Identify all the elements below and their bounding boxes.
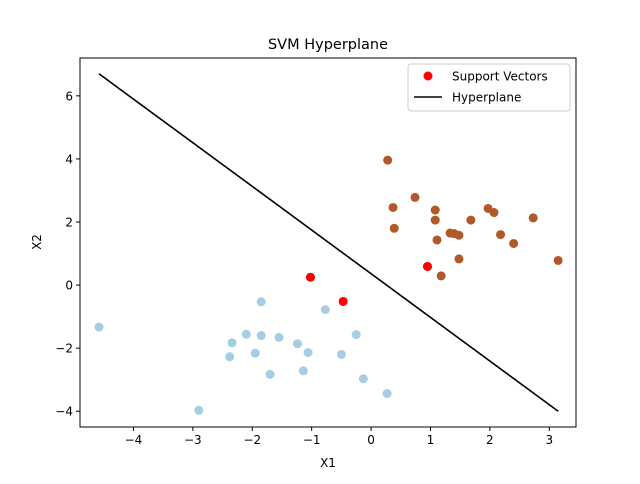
class-0-point xyxy=(298,366,308,376)
class-0-point xyxy=(241,329,251,339)
class-1-point xyxy=(410,192,420,202)
class-1-point xyxy=(436,271,446,281)
class-0-point xyxy=(265,369,275,379)
class-1-point xyxy=(509,238,519,248)
chart-title: SVM Hyperplane xyxy=(268,37,388,53)
legend-hyperplane-label: Hyperplane xyxy=(452,91,521,105)
class-0-point xyxy=(225,352,235,362)
class-0-point xyxy=(250,348,260,358)
class-1-point xyxy=(466,215,476,225)
hyperplane-line xyxy=(98,73,559,412)
x-tick-label: −1 xyxy=(303,433,321,447)
class-0-point xyxy=(94,322,104,332)
y-tick-label: −2 xyxy=(55,342,73,356)
axes-frame xyxy=(79,57,577,428)
support-vector-point xyxy=(305,272,315,282)
class-1-point xyxy=(528,213,538,223)
class-1-point xyxy=(496,230,506,240)
class-0-point xyxy=(256,331,266,341)
y-tick-label: 4 xyxy=(65,152,73,166)
class-0-point xyxy=(358,374,368,384)
x-tick-label: 0 xyxy=(367,433,375,447)
x-axis-label: X1 xyxy=(320,456,336,470)
legend-box xyxy=(407,63,571,112)
class-0-point xyxy=(351,330,361,340)
class-1-point xyxy=(430,205,440,215)
class-1-point xyxy=(454,254,464,264)
support-vector-point xyxy=(338,296,348,306)
x-axis-ticks: −4 −3 −2 −1 0 1 2 3 xyxy=(125,427,553,447)
x-tick-label: 3 xyxy=(545,433,553,447)
class-0-point xyxy=(274,332,284,342)
x-tick-label: 1 xyxy=(427,433,435,447)
legend: Support Vectors Hyperplane xyxy=(407,63,571,112)
class-1-point xyxy=(489,208,499,218)
support-vector-point xyxy=(422,261,432,271)
plot-area xyxy=(94,73,563,415)
y-tick-label: 6 xyxy=(65,89,73,103)
class-1-point xyxy=(383,155,393,165)
class-1-point xyxy=(432,235,442,245)
class-1-point xyxy=(388,202,398,212)
class-1-point xyxy=(553,255,563,265)
class-0-point xyxy=(227,338,237,348)
class-0-point xyxy=(320,305,330,315)
x-tick-label: −2 xyxy=(243,433,261,447)
class-0-point xyxy=(256,297,266,307)
y-axis-label: X2 xyxy=(30,234,44,250)
x-tick-label: 2 xyxy=(486,433,494,447)
class-0-point xyxy=(194,405,204,415)
class-0-point xyxy=(382,389,392,399)
class-1-point xyxy=(389,223,399,233)
x-tick-label: −3 xyxy=(184,433,202,447)
class-1-point xyxy=(454,230,464,240)
legend-support-vectors-marker xyxy=(423,71,433,81)
legend-support-vectors-label: Support Vectors xyxy=(452,70,548,84)
y-tick-label: 0 xyxy=(65,279,73,293)
y-axis-ticks: −4 −2 0 2 4 6 xyxy=(55,89,80,419)
class-1-point xyxy=(430,215,440,225)
y-tick-label: −4 xyxy=(55,405,73,419)
class-0-point xyxy=(292,339,302,349)
class-0-point xyxy=(303,348,313,358)
y-tick-label: 2 xyxy=(65,216,73,230)
class-0-point xyxy=(336,349,346,359)
x-tick-label: −4 xyxy=(125,433,143,447)
